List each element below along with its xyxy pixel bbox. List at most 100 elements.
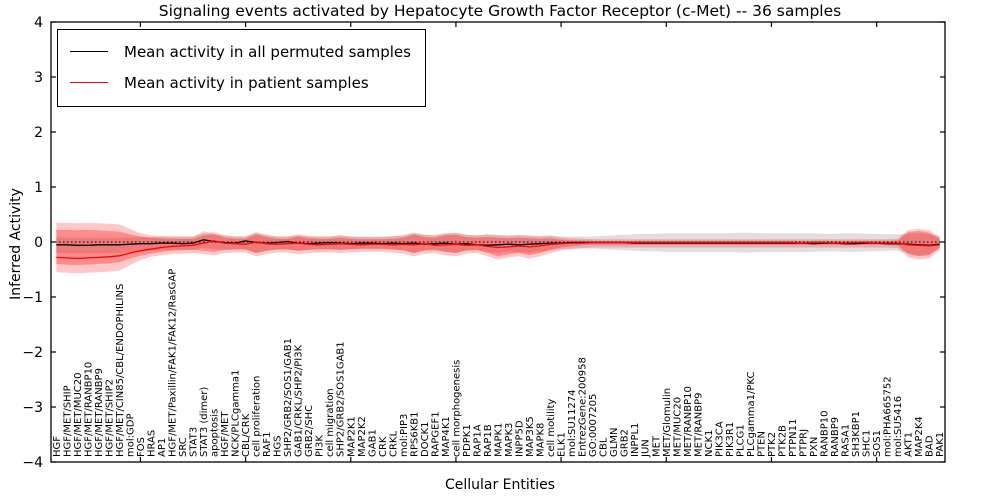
category-label: HGF/MET/SHIP — [62, 385, 73, 457]
category-label: RPS6KB1 — [409, 412, 420, 457]
category-label: RANBP10 — [820, 411, 831, 457]
category-label: PDPK1 — [462, 424, 473, 457]
category-label: PAK1 — [935, 432, 946, 457]
category-label: PXN — [809, 437, 820, 457]
category-label: MET/MUC20 — [672, 397, 683, 457]
category-label: mol:PHA665752 — [883, 376, 894, 457]
category-label: cell migration — [325, 388, 336, 457]
category-label: STAT3 — [189, 427, 200, 457]
category-label: CBL/CRK — [241, 413, 252, 457]
y-tick-label: 2 — [34, 125, 43, 141]
legend-label-patient: Mean activity in patient samples — [124, 73, 369, 92]
legend-item-permuted: Mean activity in all permuted samples — [70, 36, 411, 67]
category-label: PLCG1 — [735, 424, 746, 457]
y-tick-label: −1 — [22, 290, 43, 306]
category-label: GO:0007205 — [588, 394, 599, 457]
x-axis-label: Cellular Entities — [444, 477, 556, 493]
category-label: RASA1 — [841, 424, 852, 457]
category-label: cell proliferation — [252, 376, 263, 457]
y-tick-label: 3 — [34, 70, 43, 86]
category-label: PIK3R1 — [725, 422, 736, 457]
category-label: HGF/MET/SHIP2 — [104, 379, 115, 457]
category-label: PTPN11 — [788, 419, 799, 457]
category-label: ELK1 — [557, 432, 568, 457]
category-label: mol:SU5416 — [893, 396, 904, 457]
category-label: DOCK1 — [420, 422, 431, 457]
category-label: cell morphogenesis — [451, 360, 462, 457]
category-label: MAPK1 — [494, 423, 505, 457]
category-label: PI3K — [315, 435, 326, 457]
category-label: INPPL1 — [630, 423, 641, 457]
category-label: apoptosis — [210, 409, 221, 457]
category-label: MAP3K5 — [525, 416, 536, 457]
category-label: MAP4K1 — [441, 416, 452, 457]
category-label: SHP2/GRB2/SOS1GAB1 — [336, 341, 347, 457]
category-label: PTK2B — [778, 425, 789, 457]
category-label: RAP1A — [473, 424, 484, 457]
category-label: SOS1 — [872, 430, 883, 457]
category-label: NCK/PLCgamma1 — [231, 370, 242, 457]
y-tick-label: −2 — [22, 345, 43, 361]
category-label: HGS — [273, 435, 284, 457]
category-label: AKT1 — [904, 432, 915, 457]
category-label: SHC1 — [862, 430, 873, 457]
category-label: BAD — [925, 435, 936, 457]
page-title: Signaling events activated by Hepatocyte… — [158, 2, 842, 20]
category-label: PTEN — [756, 431, 767, 457]
category-label: FOS — [136, 437, 147, 457]
category-label: HGF/MET/MUC20 — [73, 373, 84, 457]
category-label: AP1 — [157, 438, 168, 457]
category-label: MAP2K2 — [357, 416, 368, 457]
legend-item-patient: Mean activity in patient samples — [70, 67, 411, 98]
category-label: HGF/MET/CIN85/CBL/ENDOPHILINS — [115, 284, 126, 457]
y-tick-label: −3 — [22, 400, 43, 416]
category-label: MAP2K1 — [346, 416, 357, 457]
category-label: MET/RANBP10 — [683, 386, 694, 457]
category-label: GRB2/SHC — [304, 405, 315, 457]
category-label: RANBP9 — [830, 417, 841, 457]
category-label: SRC — [178, 437, 189, 457]
category-label: EntrezGene:200958 — [578, 357, 589, 457]
category-label: RAP1B — [483, 424, 494, 457]
category-label: RAF1 — [262, 432, 273, 458]
category-label: MET — [651, 435, 662, 457]
category-label: MAP2K4 — [914, 416, 925, 457]
category-label: SH3KBP1 — [851, 411, 862, 457]
category-label: PTK2 — [767, 432, 778, 457]
category-label: HGF/MET — [220, 411, 231, 457]
category-label: GLMN — [609, 428, 620, 457]
category-label: MET/RANBP9 — [693, 392, 704, 457]
category-label: mol:PIP3 — [399, 414, 410, 457]
patient-mean-line — [56, 240, 940, 260]
category-label: mol:SU11274 — [567, 390, 578, 458]
category-label: GRB2 — [620, 429, 631, 457]
category-label: GAB1/CRKL/SHP2/PI3K — [294, 344, 305, 457]
category-label: STAT3 (dimer) — [199, 387, 210, 457]
category-label: MAPK3 — [504, 423, 515, 457]
category-label: SHP2/GRB2/SOS1/GAB1 — [283, 338, 294, 457]
category-label: JUN — [641, 439, 652, 458]
category-label: CRKL — [388, 431, 399, 457]
category-label: PTPRJ — [799, 429, 810, 457]
category-label: HGF/MET/RANBP10 — [83, 362, 94, 457]
category-label: MAPK8 — [536, 423, 547, 457]
category-label: PIK3CA — [714, 421, 725, 457]
category-label: mol:GDP — [125, 414, 136, 458]
y-tick-label: 4 — [34, 15, 43, 31]
category-label: NCK1 — [704, 430, 715, 457]
category-label: HGF/MET/RANBP9 — [94, 368, 105, 457]
legend-label-permuted: Mean activity in all permuted samples — [124, 42, 411, 61]
category-label: HGF — [52, 436, 63, 457]
y-axis-label: Inferred Activity — [8, 188, 24, 300]
y-tick-label: 0 — [34, 235, 43, 251]
category-label: HGF/MET/Paxillin/FAK1/FAK12/RasGAP — [168, 269, 179, 457]
category-label: HRAS — [146, 430, 157, 457]
y-tick-label: −4 — [22, 455, 43, 471]
y-tick-label: 1 — [34, 180, 43, 196]
category-label: GAB1 — [367, 429, 378, 457]
black-line-sample-icon — [70, 51, 108, 52]
category-label: RAPGEF1 — [430, 411, 441, 457]
category-label: cell motility — [546, 399, 557, 457]
